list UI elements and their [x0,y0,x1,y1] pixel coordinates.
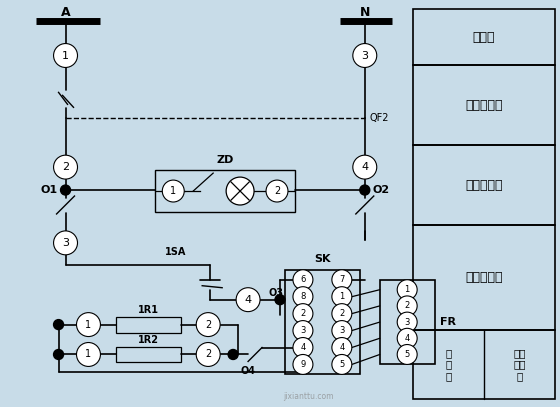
Circle shape [266,180,288,202]
Text: N: N [360,6,370,19]
Circle shape [397,344,417,364]
Circle shape [332,287,352,306]
Text: 1: 1 [170,186,176,196]
Circle shape [236,288,260,312]
Circle shape [332,354,352,374]
Bar [413,9,556,66]
Circle shape [228,350,238,359]
Circle shape [293,337,313,357]
Text: 8: 8 [300,292,306,301]
Text: 4: 4 [339,343,344,352]
Text: 1: 1 [62,50,69,61]
Text: 5: 5 [404,350,410,359]
Bar [413,66,556,145]
Bar [116,317,181,333]
Circle shape [332,337,352,357]
Circle shape [293,321,313,341]
Text: 2: 2 [205,319,211,330]
Text: 1: 1 [86,350,91,359]
Circle shape [332,321,352,341]
Circle shape [397,280,417,300]
Circle shape [77,313,100,337]
Text: 1: 1 [86,319,91,330]
Circle shape [54,319,63,330]
Text: O3: O3 [268,288,283,298]
Text: 小母线: 小母线 [473,31,495,44]
Text: 3: 3 [300,326,306,335]
Circle shape [293,287,313,306]
Text: 微型断路器: 微型断路器 [465,99,503,112]
Text: FR: FR [440,317,456,327]
Text: 3: 3 [361,50,368,61]
Text: A: A [60,6,71,19]
Text: SK: SK [314,254,330,264]
Circle shape [332,304,352,324]
Text: 2: 2 [205,350,211,359]
Circle shape [162,180,184,202]
Text: 1: 1 [404,285,410,294]
Text: 3: 3 [62,238,69,248]
Text: 2: 2 [404,302,410,311]
Text: QF2: QF2 [370,113,389,123]
Circle shape [226,177,254,205]
Text: 2: 2 [62,162,69,172]
Circle shape [196,313,220,337]
Bar [413,145,556,225]
Text: 2: 2 [300,309,306,318]
Text: 1R1: 1R1 [138,304,159,315]
Text: 3: 3 [339,326,344,335]
Text: 6: 6 [300,275,306,284]
Text: 2: 2 [339,309,344,318]
Text: 4: 4 [245,295,251,305]
Circle shape [332,270,352,290]
Bar [413,330,556,399]
Text: 4: 4 [300,343,306,352]
Text: ZD: ZD [217,155,234,165]
Circle shape [60,185,71,195]
Text: 1: 1 [339,292,344,301]
Text: 4: 4 [404,334,410,343]
Circle shape [293,270,313,290]
Bar [155,170,295,212]
Circle shape [397,328,417,348]
Text: 7: 7 [339,275,344,284]
Circle shape [54,44,77,68]
Circle shape [293,354,313,374]
Text: 温湿控制器: 温湿控制器 [465,271,503,284]
Circle shape [353,155,377,179]
Circle shape [54,231,77,255]
Circle shape [397,296,417,316]
Bar [413,225,556,330]
Circle shape [353,44,377,68]
Text: 1R2: 1R2 [138,335,159,344]
Text: O4: O4 [241,366,255,376]
Circle shape [54,155,77,179]
Text: O1: O1 [40,185,58,195]
Text: jixianttu.com: jixianttu.com [283,392,333,401]
Text: 4: 4 [361,162,368,172]
Text: 5: 5 [339,360,344,369]
Circle shape [360,185,370,195]
Text: 温湿
传感
器: 温湿 传感 器 [514,348,526,381]
Text: 1SA: 1SA [165,247,186,257]
Circle shape [196,343,220,366]
Bar [116,346,181,363]
Text: 3: 3 [404,317,410,326]
Circle shape [77,343,100,366]
Text: 电
热
幕: 电 热 幕 [445,348,451,381]
Bar [285,270,360,374]
Circle shape [397,312,417,332]
Text: 2: 2 [274,186,280,196]
Text: O2: O2 [373,185,390,195]
Circle shape [275,295,285,305]
Text: 柜内照明灯: 柜内照明灯 [465,179,503,192]
Circle shape [293,304,313,324]
Circle shape [54,350,63,359]
Text: 9: 9 [300,360,306,369]
Bar [380,280,435,364]
